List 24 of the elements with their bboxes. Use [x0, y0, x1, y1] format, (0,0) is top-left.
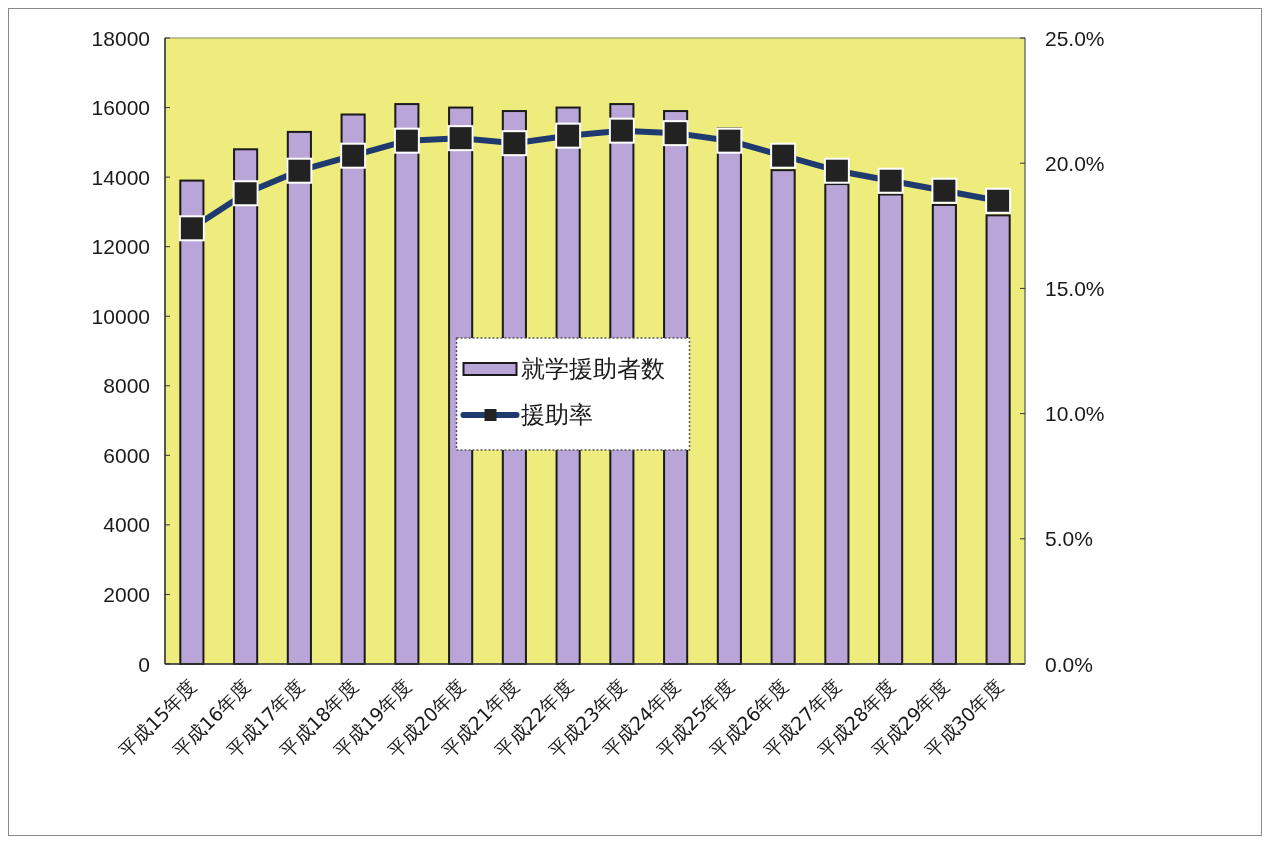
y2-tick-label: 15.0% — [1045, 276, 1105, 300]
y-tick-label: 14000 — [91, 165, 150, 189]
bar — [233, 148, 259, 665]
y2-tick-label: 5.0% — [1045, 527, 1093, 551]
y-tick-label: 0 — [138, 652, 150, 676]
legend-label: 就学援助者数 — [520, 355, 665, 383]
y-tick-label: 8000 — [103, 374, 150, 398]
bar — [286, 130, 312, 665]
bar — [340, 113, 366, 665]
bar — [394, 103, 420, 665]
y2-tick-label: 20.0% — [1045, 151, 1105, 175]
bar — [716, 127, 742, 665]
y-tick-label: 2000 — [103, 582, 150, 606]
y-tick-label: 18000 — [91, 26, 150, 50]
y-tick-label: 6000 — [103, 443, 150, 467]
bar — [179, 179, 205, 665]
y2-tick-label: 10.0% — [1045, 402, 1105, 426]
y2-tick-label: 0.0% — [1045, 652, 1093, 676]
y-tick-label: 16000 — [91, 96, 150, 120]
legend-label: 援助率 — [520, 401, 593, 429]
y-tick-label: 4000 — [103, 513, 150, 537]
y-tick-label: 12000 — [91, 235, 150, 259]
y2-tick-label: 25.0% — [1045, 26, 1105, 50]
y-tick-label: 10000 — [91, 304, 150, 328]
